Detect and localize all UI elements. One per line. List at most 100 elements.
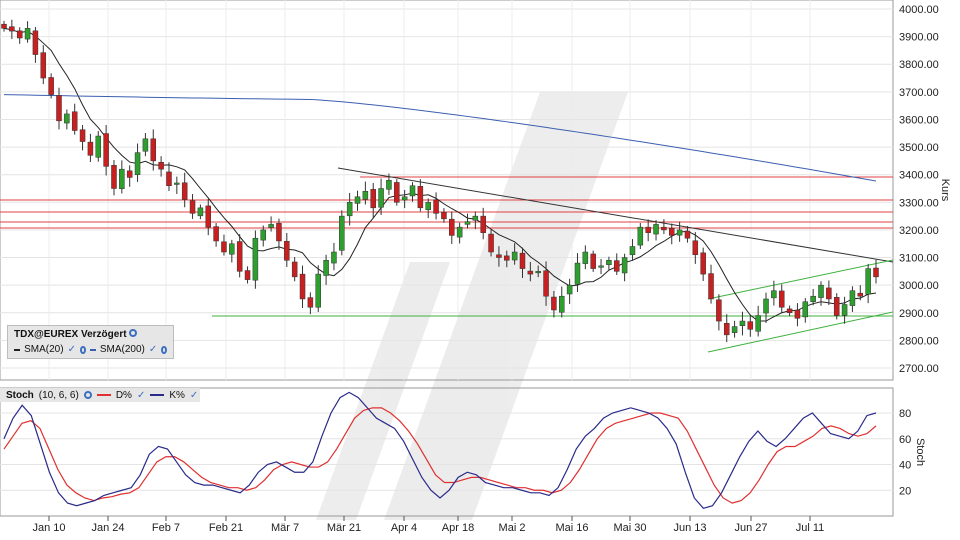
candle-body (449, 218, 455, 236)
candle-body (551, 296, 557, 311)
candle-body (661, 226, 667, 231)
candle-body (771, 290, 777, 299)
stoch-gear-icon[interactable] (83, 391, 92, 399)
candle-body (299, 273, 306, 300)
candle-body (496, 254, 502, 258)
candle-body (723, 323, 730, 336)
price-tick-label: 3000.00 (899, 280, 939, 292)
k-check-icon[interactable]: ✓ (189, 389, 199, 401)
date-tick-label: Apr 4 (391, 522, 417, 534)
candle-body (653, 224, 659, 235)
candle-body (166, 171, 172, 186)
candle-body (197, 207, 204, 217)
candlestick-series (1, 19, 879, 343)
candle-body (119, 168, 125, 190)
stoch-axis: 80 60 40 20 (899, 408, 911, 497)
candle-body (637, 226, 644, 246)
date-axis: Jan 10 Jan 24 Feb 7 Feb 21 Mär 7 Mär 21 Apr 4 A… (32, 516, 824, 534)
downtrend-line (337, 167, 894, 263)
price-tick-label: 2900.00 (899, 308, 939, 320)
stoch-panel-frame (0, 387, 894, 517)
settings-gear-icon[interactable] (129, 329, 138, 337)
sma20-check-icon[interactable]: ✓ (67, 344, 76, 355)
candle-body (260, 229, 266, 241)
stoch-legend: Stoch (10, 6, 6) D% ✓ K% ✓ (0, 388, 200, 402)
price-tick-label: 3500.00 (899, 142, 939, 154)
candle-body (401, 196, 408, 201)
sma200-gear-icon[interactable] (161, 345, 167, 354)
date-tick-label: Mai 30 (613, 522, 646, 534)
d-label: D% (115, 389, 132, 401)
candle-body (221, 241, 227, 253)
price-legend: TDX@EUREX Verzögert SMA(20) ✓ SMA(200) ✓ (7, 325, 174, 359)
candle-body (731, 326, 738, 333)
price-panel: 4000.00 3900.00 3800.00 3700.00 3600.00 3500.… (0, 0, 951, 381)
candle-body (511, 251, 518, 261)
price-axis-title: Kurs (939, 179, 951, 202)
candle-body (174, 182, 180, 185)
sma200-swatch-icon (89, 348, 96, 351)
candle-body (64, 113, 70, 124)
candle-body (582, 251, 589, 264)
candle-body (409, 185, 416, 197)
candle-body (873, 267, 879, 278)
date-tick-label: Apr 18 (442, 522, 474, 534)
candle-body (425, 202, 431, 211)
sma20-gear-icon[interactable] (79, 345, 86, 354)
candle-body (315, 273, 321, 308)
candle-body (786, 308, 793, 314)
candle-body (559, 295, 565, 313)
candle-body (142, 138, 149, 152)
stoch-k-line (3, 391, 877, 509)
candle-body (857, 292, 864, 297)
candle-body (472, 215, 479, 221)
candle-body (268, 224, 274, 228)
candle-body (606, 260, 612, 265)
candle-body (566, 284, 573, 295)
d-check-icon[interactable]: ✓ (136, 389, 146, 401)
date-tick-label: Jan 24 (91, 522, 124, 534)
candle-body (370, 189, 376, 209)
candle-body (323, 260, 329, 276)
candle-body (103, 133, 109, 167)
candle-body (56, 95, 62, 122)
candle-body (676, 229, 683, 236)
candle-body (708, 273, 714, 300)
date-tick-label: Feb 7 (152, 522, 180, 534)
candle-body (362, 191, 369, 200)
sma200-label: SMA(200) (99, 344, 145, 355)
stoch-tick-label: 80 (899, 408, 911, 420)
sma20-swatch-icon (14, 348, 21, 351)
candle-body (464, 221, 471, 225)
candle-body (126, 170, 133, 178)
sma200-check-icon[interactable]: ✓ (148, 344, 158, 355)
candle-body (865, 268, 871, 295)
candle-body (244, 270, 251, 280)
candle-body (339, 215, 345, 251)
candle-body (456, 226, 463, 238)
candle-body (849, 290, 856, 306)
candle-body (284, 240, 290, 261)
candle-body (833, 297, 840, 316)
candle-body (692, 240, 699, 256)
price-tick-label: 3400.00 (899, 170, 939, 182)
candle-body (747, 321, 754, 330)
channel-upper-line (707, 259, 894, 300)
candle-body (24, 28, 31, 40)
date-tick-label: Feb 21 (209, 522, 243, 534)
d-swatch-icon (96, 394, 111, 396)
candle-body (668, 228, 675, 236)
candle-body (307, 297, 314, 308)
candle-body (150, 138, 157, 162)
candle-body (778, 290, 785, 308)
stoch-axis-title: Stoch (914, 438, 926, 466)
channel-lower-line (707, 311, 894, 353)
candle-body (71, 111, 78, 131)
date-tick-label: Jun 27 (734, 522, 767, 534)
price-tick-label: 2800.00 (899, 335, 939, 347)
candle-body (794, 309, 801, 319)
stoch-tick-label: 60 (899, 434, 911, 446)
price-tick-label: 3800.00 (899, 59, 939, 71)
date-tick-label: Mai 16 (555, 522, 588, 534)
candle-body (48, 77, 54, 95)
